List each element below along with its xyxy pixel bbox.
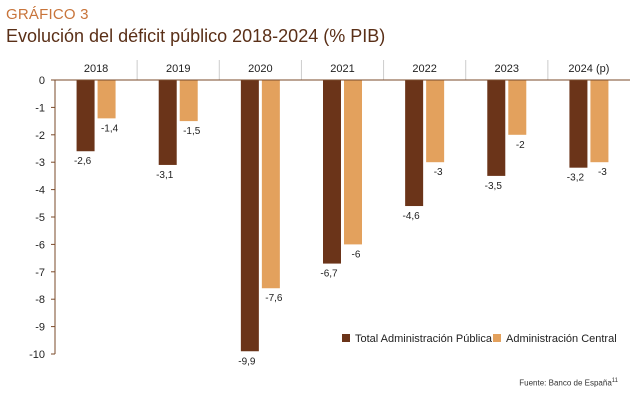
data-label: -7,6 <box>265 293 283 304</box>
bar-central-admin <box>344 80 362 245</box>
data-label: -1,4 <box>101 123 119 134</box>
data-label: -3 <box>598 167 607 178</box>
data-label: -6,7 <box>320 269 338 280</box>
gridlines <box>136 60 549 80</box>
bar-central-admin <box>508 80 527 135</box>
data-label: -2,6 <box>74 156 92 167</box>
source-footnote: 11 <box>611 378 618 384</box>
bar-central-admin <box>97 80 116 119</box>
category-label: 2023 <box>495 63 519 75</box>
category-label: 2021 <box>330 63 354 75</box>
data-labels: -2,6 -1,4 -3,1 -1,5 -9,9 -7,6 -6,7 -6 -4,6 -3 -3,5… <box>74 123 607 367</box>
data-label: -3,1 <box>156 170 174 181</box>
y-tick-label: -3 <box>35 157 45 169</box>
y-tick-label: -1 <box>35 102 45 114</box>
y-tick-label: -4 <box>35 185 45 197</box>
legend: Total Administración Pública Administraci… <box>342 333 617 345</box>
y-tick-label: -8 <box>35 294 45 306</box>
chart-title: Evolución del déficit público 2018-2024 … <box>6 26 385 47</box>
category-label: 2022 <box>412 63 436 75</box>
data-label: -6 <box>352 249 361 260</box>
legend-item-total: Total Administración Pública <box>342 333 493 345</box>
legend-swatch <box>342 334 350 342</box>
bar-total-admin <box>76 80 95 152</box>
legend-label: Administración Central <box>506 333 617 345</box>
data-label: -3 <box>434 167 443 178</box>
data-label: -3,5 <box>485 181 503 192</box>
legend-item-central: Administración Central <box>493 333 617 345</box>
y-tick-label: -2 <box>35 130 45 142</box>
data-label: -4,6 <box>403 211 421 222</box>
chart-title-unit: (% PIB) <box>323 26 386 46</box>
bar-total-admin <box>158 80 177 165</box>
y-tick-label: -10 <box>29 349 45 361</box>
bar-total-admin <box>323 80 341 264</box>
y-tick-label: 0 <box>39 75 45 87</box>
chart-title-text: Evolución del déficit público 2018-2024 <box>6 26 319 46</box>
bar-total-admin <box>405 80 424 207</box>
source-note: Fuente: Banco de España11 <box>519 378 618 388</box>
data-label: -3,2 <box>567 173 585 184</box>
axes: 0 -1 -2 -3 -4 -5 -6 -7 -8 -9 -10 2018 2019 2020 2021 20… <box>29 63 630 361</box>
legend-label: Total Administración Pública <box>355 333 493 345</box>
bar-total-admin <box>569 80 588 168</box>
bar-total-admin <box>487 80 506 176</box>
bar-central-admin <box>426 80 445 163</box>
bar-total-admin <box>240 80 259 352</box>
data-label: -9,9 <box>238 356 256 367</box>
category-label: 2019 <box>166 63 190 75</box>
bar-central-admin <box>179 80 198 122</box>
y-tick-label: -9 <box>35 322 45 334</box>
source-text: Fuente: Banco de España <box>519 378 612 388</box>
y-tick-label: -5 <box>35 212 45 224</box>
category-label: 2020 <box>248 63 272 75</box>
bar-central-admin <box>590 80 609 163</box>
data-label: -2 <box>516 140 525 151</box>
chart-kicker: GRÁFICO 3 <box>6 6 89 23</box>
legend-swatch <box>493 334 501 342</box>
bar-central-admin <box>261 80 280 289</box>
y-tick-label: -7 <box>35 267 45 279</box>
category-label: 2024 (p) <box>568 63 609 75</box>
bars <box>76 80 609 352</box>
y-tick-label: -6 <box>35 239 45 251</box>
category-label: 2018 <box>84 63 108 75</box>
data-label: -1,5 <box>183 126 201 137</box>
